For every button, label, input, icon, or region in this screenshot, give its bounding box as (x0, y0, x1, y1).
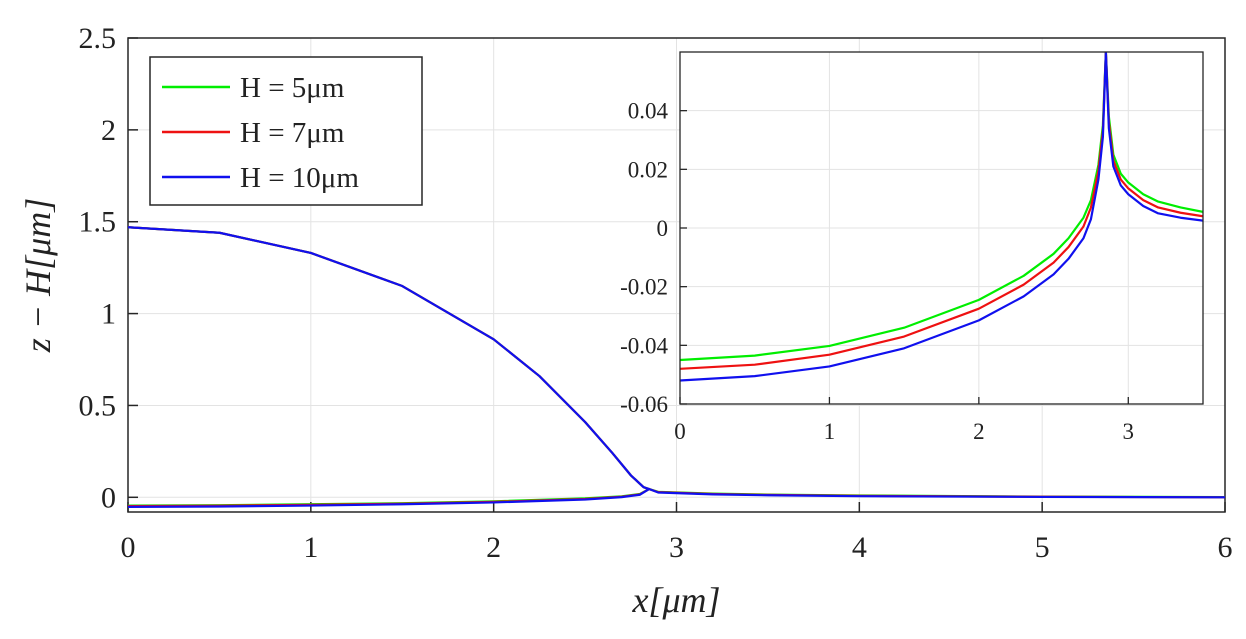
main-lines (127, 226, 1226, 508)
main-x-tick-label-2: 2 (486, 531, 501, 564)
main-ticks: 0 1 2 3 4 5 6 0 0.5 1 1.5 2 2.5 (79, 22, 1233, 564)
inset-y-tick-label-m0p06: -0.06 (620, 392, 668, 417)
main-y-tick-label-1p5: 1.5 (79, 206, 117, 239)
inset-y-tick-label-m0p02: -0.02 (620, 275, 668, 300)
legend-label-h10: H = 10μm (240, 162, 359, 194)
legend-item: H = 7μm (162, 117, 345, 149)
main-x-tick-label-3: 3 (669, 531, 684, 564)
inset-x-tick-label-2: 2 (973, 419, 985, 444)
main-series-line-1-branch-1 (127, 226, 650, 491)
main-y-tick-label-0p5: 0.5 (79, 389, 117, 422)
x-axis-label: x[μm] (631, 580, 720, 620)
inset-x-tick-label-0: 0 (674, 419, 686, 444)
main-x-tick-label-0: 0 (121, 531, 136, 564)
inset-y-tick-label-0p04: 0.04 (628, 99, 669, 124)
inset-y-tick-label-m0p04: -0.04 (620, 333, 668, 358)
inset-series-line-3 (680, 52, 1203, 382)
inset-lines (680, 52, 1203, 382)
legend-item: H = 5μm (162, 72, 345, 104)
legend-label-h5: H = 5μm (240, 72, 345, 104)
inset-y-tick-label-0: 0 (657, 216, 669, 241)
main-x-tick-label-6: 6 (1218, 531, 1233, 564)
inset-x-tick-label-1: 1 (824, 419, 836, 444)
main-x-tick-label-5: 5 (1035, 531, 1050, 564)
legend-item: H = 10μm (162, 162, 359, 194)
main-series-line-3-branch-2 (127, 487, 1226, 508)
main-y-tick-label-1: 1 (101, 298, 116, 331)
legend: H = 5μm H = 7μm H = 10μm (149, 56, 423, 206)
y-axis-label: z − H[μm] (18, 198, 58, 353)
main-y-tick-label-0: 0 (101, 481, 116, 514)
legend-label-h7: H = 7μm (240, 117, 345, 149)
inset-y-tick-label-0p02: 0.02 (628, 157, 668, 182)
inset-plot: 0 1 2 3 -0.06 -0.04 -0.02 0 0.02 0.04 (620, 51, 1204, 444)
main-x-tick-label-1: 1 (303, 531, 318, 564)
main-series-line-2-branch-1 (127, 226, 650, 491)
main-y-tick-label-2p5: 2.5 (79, 22, 117, 55)
inset-x-tick-label-3: 3 (1123, 419, 1135, 444)
main-x-tick-label-4: 4 (852, 531, 867, 564)
inset-ticks: 0 1 2 3 -0.06 -0.04 -0.02 0 0.02 0.04 (620, 99, 1134, 444)
main-y-tick-label-2: 2 (101, 114, 116, 147)
main-series-line-3-branch-1 (127, 226, 650, 491)
